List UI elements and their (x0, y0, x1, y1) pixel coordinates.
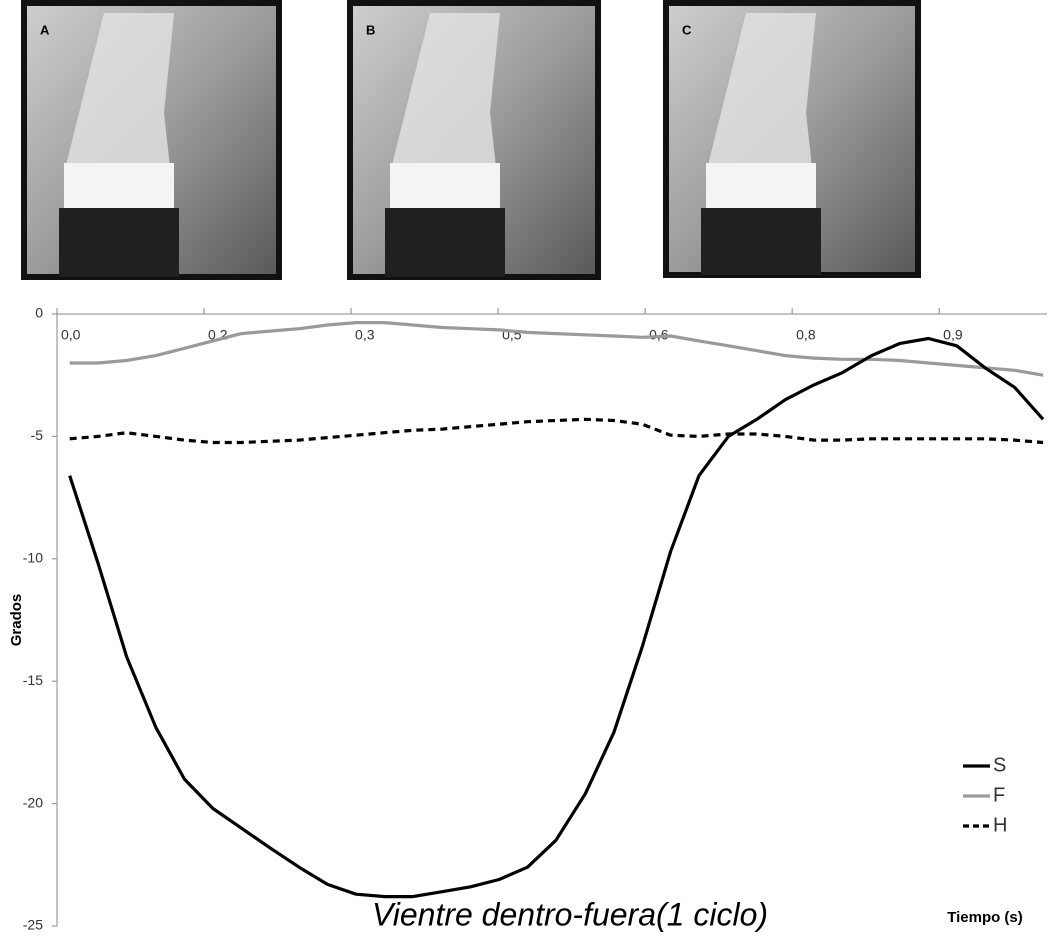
y-axis-label: Grados (8, 594, 25, 647)
panel-label: C (682, 22, 692, 37)
x-tick-label: 0,0 (61, 327, 81, 343)
photo-belt (390, 163, 500, 213)
y-tick-label: -5 (31, 427, 44, 443)
y-tick-label: -10 (23, 550, 43, 566)
panel-label: A (40, 22, 50, 37)
y-tick-label: 0 (35, 305, 43, 321)
chart-title: Vientre dentro-fuera(1 ciclo) (372, 896, 768, 932)
chart: A B C Vientre dentro-fuera(1 ciclo) Tiempo… (0, 0, 1051, 940)
photo-legs (385, 208, 505, 277)
x-tick-label: 0,9 (943, 327, 963, 343)
panel-label: B (366, 22, 375, 37)
x-tick-label: 0,3 (355, 327, 375, 343)
y-tick-label: -25 (23, 917, 43, 933)
legend-label: F (993, 784, 1005, 806)
x-tick-label: 0,8 (796, 327, 816, 343)
y-tick-label: -20 (23, 794, 43, 810)
series-line (70, 339, 1043, 897)
photo-belt (706, 163, 816, 213)
photo-legs (59, 208, 179, 277)
photo-belt (64, 163, 174, 213)
series-line (70, 419, 1043, 442)
legend-label: S (993, 754, 1006, 776)
x-axis-label: Tiempo (s) (947, 909, 1023, 926)
legend-label: H (993, 814, 1007, 836)
page: A B C Vientre dentro-fuera(1 ciclo) Tiempo… (0, 0, 1051, 940)
y-tick-label: -15 (23, 672, 43, 688)
photos: A B C (24, 3, 918, 277)
photo-legs (701, 208, 821, 275)
